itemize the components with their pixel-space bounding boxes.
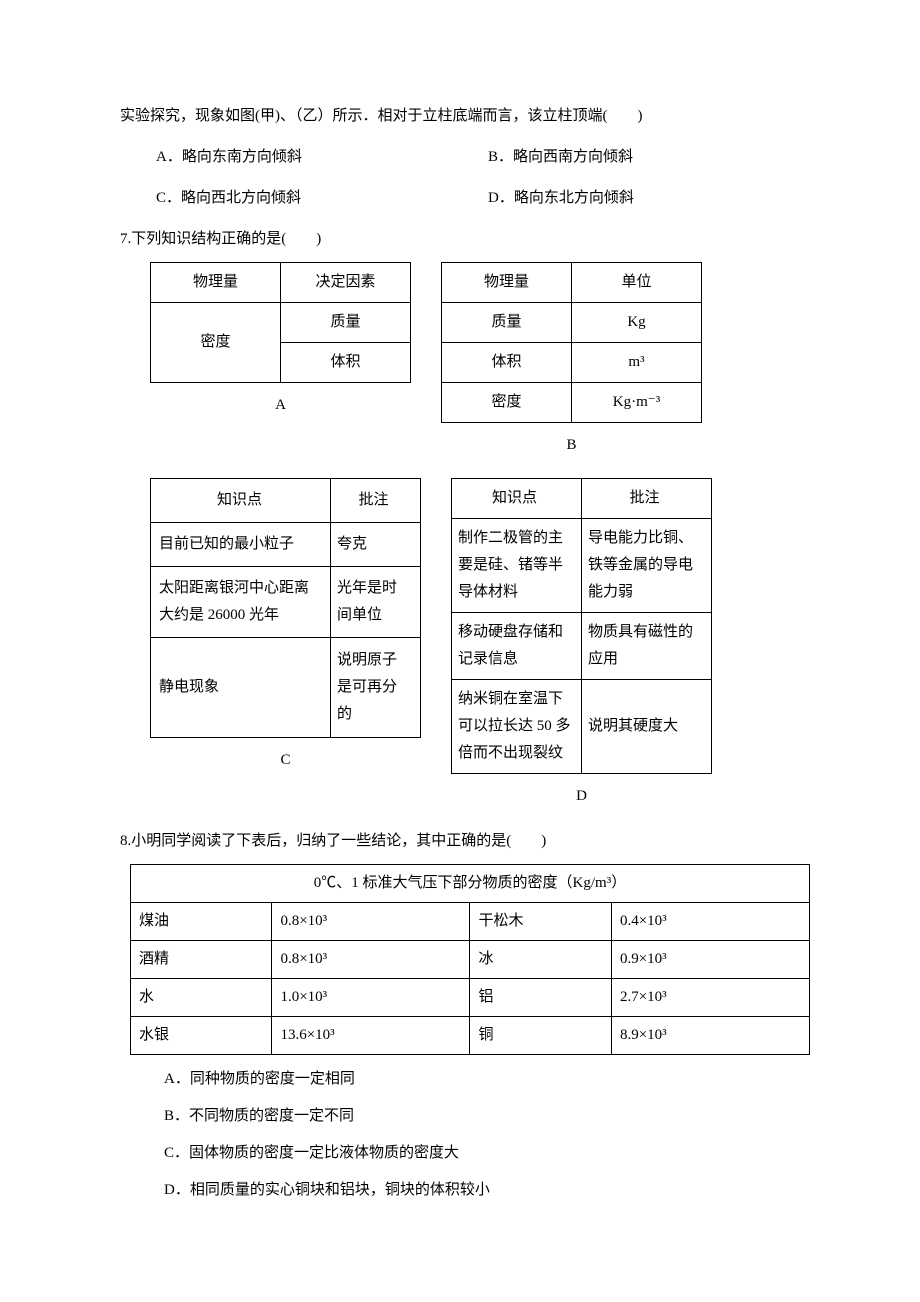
td-r2c1: 移动硬盘存储和记录信息: [452, 613, 582, 680]
q8-option-d: D．相同质量的实心铜块和铝块，铜块的体积较小: [164, 1174, 820, 1207]
tc-r3c2: 说明原子是可再分的: [331, 638, 421, 738]
td-r3c2: 说明其硬度大: [582, 680, 712, 774]
q7-table-a-col: 物理量 决定因素 密度 质量 体积 A: [150, 262, 411, 474]
ta-r1c2: 质量: [281, 303, 411, 343]
tb-r2c2: m³: [572, 343, 702, 383]
q8-table: 0℃、1 标准大气压下部分物质的密度（Kg/m³） 煤油 0.8×10³ 干松木…: [130, 864, 810, 1055]
q6-options-row1: A．略向东南方向倾斜 B．略向西南方向倾斜: [120, 141, 820, 174]
tc-r1c1: 目前已知的最小粒子: [151, 523, 331, 567]
q6-option-a: A．略向东南方向倾斜: [156, 141, 488, 174]
t8-r3c1: 13.6×10³: [272, 1017, 470, 1055]
q7-table-a: 物理量 决定因素 密度 质量 体积: [150, 262, 411, 383]
tb-h2: 单位: [572, 263, 702, 303]
t8-r1c3: 0.9×10³: [611, 941, 809, 979]
q8-option-b: B．不同物质的密度一定不同: [164, 1100, 820, 1133]
q8-options: A．同种物质的密度一定相同 B．不同物质的密度一定不同 C．固体物质的密度一定比…: [120, 1063, 820, 1207]
t8-r2c0: 水: [131, 979, 272, 1017]
q7-stem: 7.下列知识结构正确的是( ): [120, 223, 820, 256]
td-r1c2: 导电能力比铜、铁等金属的导电能力弱: [582, 519, 712, 613]
t8-r3c0: 水银: [131, 1017, 272, 1055]
q8-option-c: C．固体物质的密度一定比液体物质的密度大: [164, 1137, 820, 1170]
q8-stem: 8.小明同学阅读了下表后，归纳了一些结论，其中正确的是( ): [120, 825, 820, 858]
tb-r3c1: 密度: [442, 383, 572, 423]
q7-table-d-col: 知识点 批注 制作二极管的主要是硅、锗等半导体材料 导电能力比铜、铁等金属的导电…: [451, 478, 712, 825]
tb-r1c1: 质量: [442, 303, 572, 343]
table-c-label: C: [280, 744, 290, 777]
q7-table-b: 物理量 单位 质量 Kg 体积 m³ 密度 Kg·m⁻³: [441, 262, 702, 423]
table-d-label: D: [576, 780, 587, 813]
ta-h1: 物理量: [151, 263, 281, 303]
tc-r1c2: 夸克: [331, 523, 421, 567]
q7-tables-ab: 物理量 决定因素 密度 质量 体积 A 物理量 单位 质量 Kg 体积: [120, 262, 820, 474]
t8-r1c0: 酒精: [131, 941, 272, 979]
q6-options-row2: C．略向西北方向倾斜 D．略向东北方向倾斜: [120, 182, 820, 215]
q7-table-d: 知识点 批注 制作二极管的主要是硅、锗等半导体材料 导电能力比铜、铁等金属的导电…: [451, 478, 712, 774]
tc-h2: 批注: [331, 479, 421, 523]
t8-r2c3: 2.7×10³: [611, 979, 809, 1017]
t8-r0c3: 0.4×10³: [611, 903, 809, 941]
tc-r3c1: 静电现象: [151, 638, 331, 738]
td-r3c1: 纳米铜在室温下可以拉长达 50 多倍而不出现裂纹: [452, 680, 582, 774]
tc-r2c2: 光年是时间单位: [331, 567, 421, 638]
q6-intro: 实验探究，现象如图(甲)、（乙）所示．相对于立柱底端而言，该立柱顶端( ): [120, 100, 820, 133]
q7-table-b-col: 物理量 单位 质量 Kg 体积 m³ 密度 Kg·m⁻³ B: [441, 262, 702, 474]
t8-r2c2: 铝: [470, 979, 611, 1017]
tc-h1: 知识点: [151, 479, 331, 523]
td-h1: 知识点: [452, 479, 582, 519]
t8-r1c1: 0.8×10³: [272, 941, 470, 979]
t8-r0c2: 干松木: [470, 903, 611, 941]
tb-r2c1: 体积: [442, 343, 572, 383]
q7-table-c: 知识点 批注 目前已知的最小粒子 夸克 太阳距离银河中心距离大约是 26000 …: [150, 478, 421, 738]
ta-r1c1: 密度: [151, 303, 281, 383]
q8-option-a: A．同种物质的密度一定相同: [164, 1063, 820, 1096]
t8-r3c3: 8.9×10³: [611, 1017, 809, 1055]
t8-r1c2: 冰: [470, 941, 611, 979]
t8-r3c2: 铜: [470, 1017, 611, 1055]
q6-option-d: D．略向东北方向倾斜: [488, 182, 820, 215]
t8-r0c0: 煤油: [131, 903, 272, 941]
tb-r1c2: Kg: [572, 303, 702, 343]
table-a-label: A: [275, 389, 286, 422]
t8-r0c1: 0.8×10³: [272, 903, 470, 941]
tc-r2c1: 太阳距离银河中心距离大约是 26000 光年: [151, 567, 331, 638]
ta-h2: 决定因素: [281, 263, 411, 303]
tb-r3c2: Kg·m⁻³: [572, 383, 702, 423]
t8-r2c1: 1.0×10³: [272, 979, 470, 1017]
td-r1c1: 制作二极管的主要是硅、锗等半导体材料: [452, 519, 582, 613]
td-r2c2: 物质具有磁性的应用: [582, 613, 712, 680]
q6-option-c: C．略向西北方向倾斜: [156, 182, 488, 215]
q7-tables-cd: 知识点 批注 目前已知的最小粒子 夸克 太阳距离银河中心距离大约是 26000 …: [120, 478, 820, 825]
q6-option-b: B．略向西南方向倾斜: [488, 141, 820, 174]
table-b-label: B: [566, 429, 576, 462]
ta-r2c2: 体积: [281, 343, 411, 383]
q8-table-title: 0℃、1 标准大气压下部分物质的密度（Kg/m³）: [131, 865, 810, 903]
q7-table-c-col: 知识点 批注 目前已知的最小粒子 夸克 太阳距离银河中心距离大约是 26000 …: [150, 478, 421, 825]
tb-h1: 物理量: [442, 263, 572, 303]
td-h2: 批注: [582, 479, 712, 519]
